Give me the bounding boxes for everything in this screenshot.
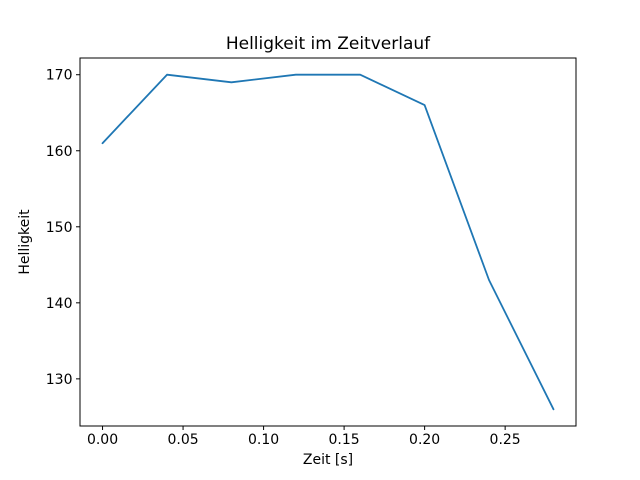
data-series (101, 73, 555, 411)
y-tick-label: 160 (46, 144, 73, 160)
axis-ticks: 0.00 0.05 0.10 0.15 0.20 0.25 130 140 150 160 170 (46, 68, 521, 448)
x-tick-label: 0.15 (329, 432, 360, 448)
y-tick-label: 130 (46, 372, 73, 388)
x-tick-label: 0.00 (87, 432, 118, 448)
y-tick-label: 150 (46, 220, 73, 236)
y-tick-label: 170 (46, 68, 73, 84)
y-axis-label: Helligkeit (17, 209, 33, 275)
x-tick-label: 0.05 (167, 432, 198, 448)
x-axis-label: Zeit [s] (303, 452, 353, 468)
plot-area-border (79, 57, 577, 427)
brightness-line (101, 73, 555, 411)
x-tick-label: 0.10 (248, 432, 279, 448)
x-tick-label: 0.25 (490, 432, 521, 448)
y-tick-label: 140 (46, 296, 73, 312)
chart-title: Helligkeit im Zeitverlauf (226, 34, 431, 54)
x-tick-label: 0.20 (409, 432, 440, 448)
